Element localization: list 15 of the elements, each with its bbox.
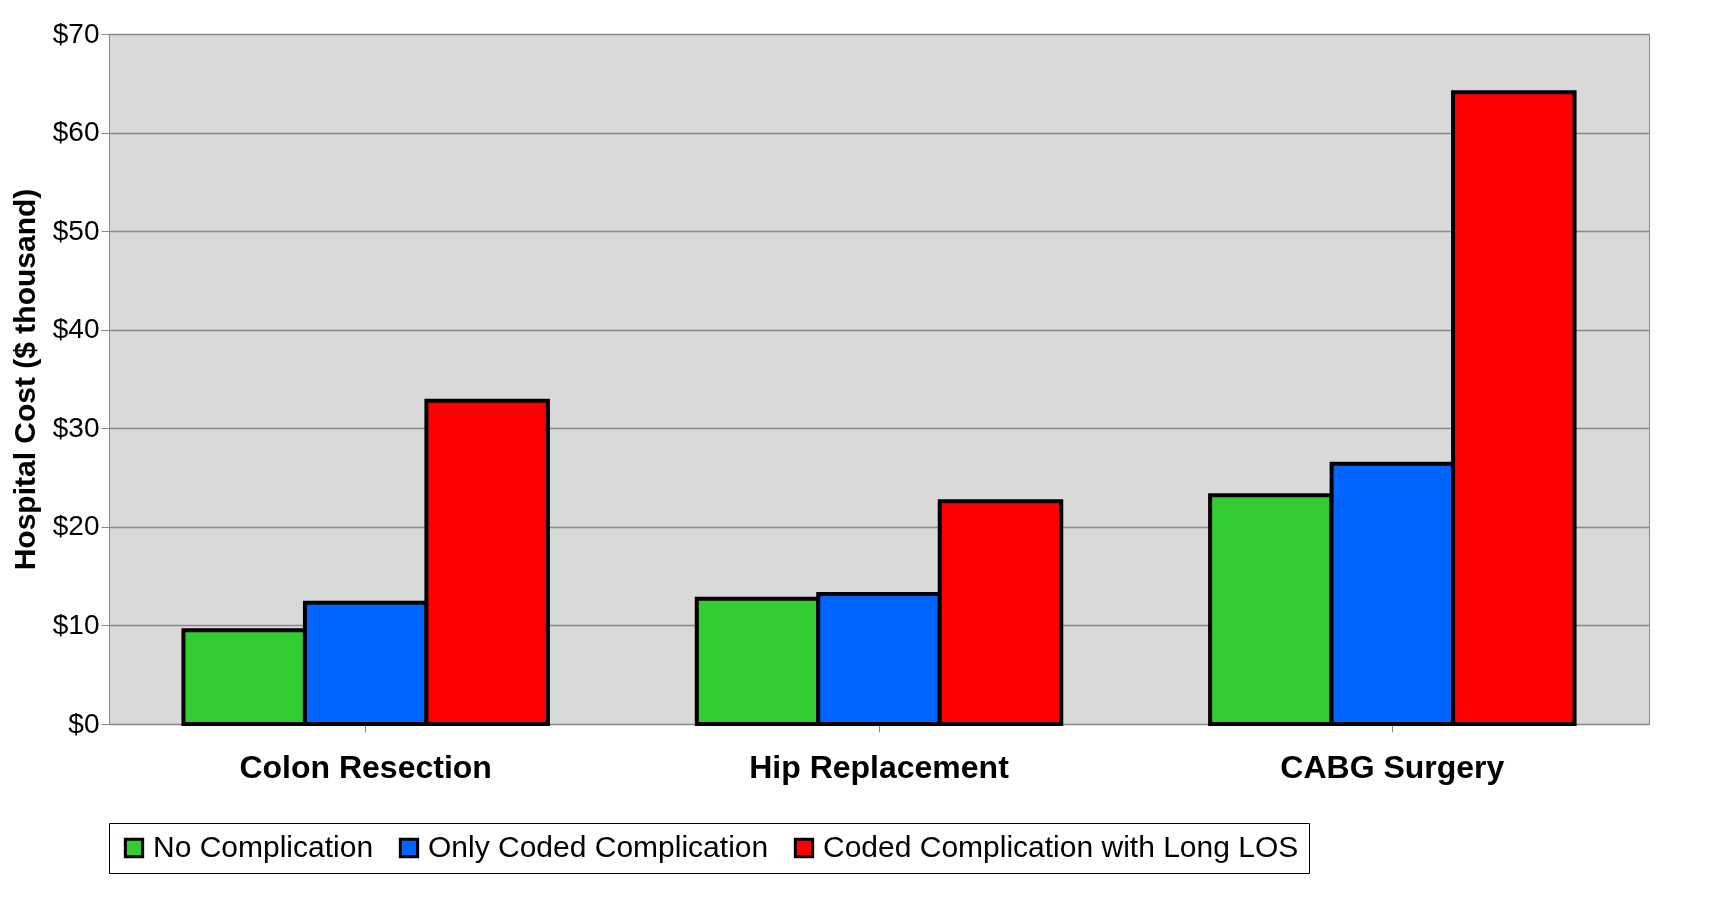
x-tick-label: Colon Resection xyxy=(239,748,492,785)
legend-label: Only Coded Complication xyxy=(428,830,769,863)
y-tick-label: $10 xyxy=(52,608,100,640)
y-tick-label: $0 xyxy=(68,707,100,739)
x-tick-label: CABG Surgery xyxy=(1280,748,1505,785)
y-tick-label: $20 xyxy=(52,510,100,542)
y-axis-title: Hospital Cost ($ thousand) xyxy=(7,188,41,571)
y-tick-label: $50 xyxy=(52,214,100,246)
legend-label: Coded Complication with Long LOS xyxy=(823,830,1299,863)
legend-label: No Complication xyxy=(153,830,374,863)
x-tick-label: Hip Replacement xyxy=(749,748,1010,785)
y-tick-label: $40 xyxy=(52,313,100,345)
y-tick-label: $60 xyxy=(52,116,100,148)
y-tick-label: $30 xyxy=(52,411,100,443)
y-tick-label: $70 xyxy=(52,17,100,49)
